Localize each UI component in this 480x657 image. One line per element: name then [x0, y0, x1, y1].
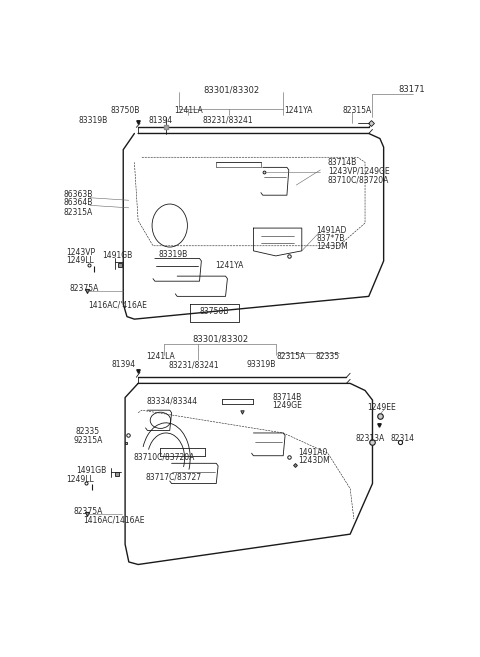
Text: 83319B: 83319B [79, 116, 108, 125]
Text: 1416AC/1416AE: 1416AC/1416AE [83, 516, 144, 525]
Text: 1243VP/1249GE: 1243VP/1249GE [328, 166, 389, 175]
Text: 82375A: 82375A [70, 284, 99, 293]
Text: 1241YA: 1241YA [284, 106, 312, 115]
Text: 1241LA: 1241LA [174, 106, 203, 115]
Text: 86363B: 86363B [64, 190, 93, 198]
Text: 1249GE: 1249GE [272, 401, 302, 409]
Text: 82315A: 82315A [343, 106, 372, 115]
Text: 1243VP: 1243VP [66, 248, 95, 258]
Text: 1241LA: 1241LA [146, 351, 175, 361]
Text: 83319B: 83319B [159, 250, 188, 260]
Text: 837*7B: 837*7B [317, 234, 345, 243]
Text: 1243DM: 1243DM [298, 456, 330, 464]
Text: 1491GB: 1491GB [76, 466, 107, 476]
Text: 83710C/83720A: 83710C/83720A [133, 453, 195, 462]
Text: 1249LL: 1249LL [67, 256, 95, 265]
Text: 83714B: 83714B [272, 392, 301, 401]
Text: 82314: 82314 [390, 434, 414, 443]
Text: 83301/83302: 83301/83302 [203, 85, 259, 95]
Text: 1241YA: 1241YA [215, 261, 243, 269]
Text: 82375A: 82375A [73, 507, 103, 516]
Text: 82335: 82335 [316, 351, 340, 361]
Text: 82313A: 82313A [356, 434, 385, 443]
Text: 83714B: 83714B [328, 158, 357, 167]
Text: 83750B: 83750B [200, 307, 229, 316]
Text: 1416AC/'416AE: 1416AC/'416AE [88, 301, 147, 310]
Text: 92315A: 92315A [73, 436, 103, 445]
Text: 83301/83302: 83301/83302 [192, 335, 248, 344]
Text: 93319B: 93319B [246, 360, 276, 369]
Text: 83171: 83171 [398, 85, 425, 95]
Text: 83334/83344: 83334/83344 [146, 397, 197, 405]
Text: 81394: 81394 [111, 360, 135, 369]
Text: 1249LL: 1249LL [67, 475, 95, 484]
Text: 1243DM: 1243DM [317, 242, 348, 251]
Text: 83717C/83727: 83717C/83727 [145, 472, 202, 482]
Text: 86364B: 86364B [64, 198, 93, 207]
Text: 82335: 82335 [76, 427, 100, 436]
Text: 82315A: 82315A [64, 208, 93, 217]
Text: 83231/83241: 83231/83241 [168, 360, 219, 369]
Text: 83750B: 83750B [110, 106, 140, 115]
Text: 1249EE: 1249EE [367, 403, 396, 412]
Text: 83231/83241: 83231/83241 [202, 116, 252, 125]
Text: 83710C/83720A: 83710C/83720A [328, 175, 389, 185]
Text: 82315A: 82315A [276, 351, 305, 361]
Text: 1491GB: 1491GB [103, 252, 133, 260]
Text: 1491A0: 1491A0 [298, 447, 327, 457]
Text: 1491AD: 1491AD [317, 226, 347, 235]
Text: 81394: 81394 [148, 116, 172, 125]
